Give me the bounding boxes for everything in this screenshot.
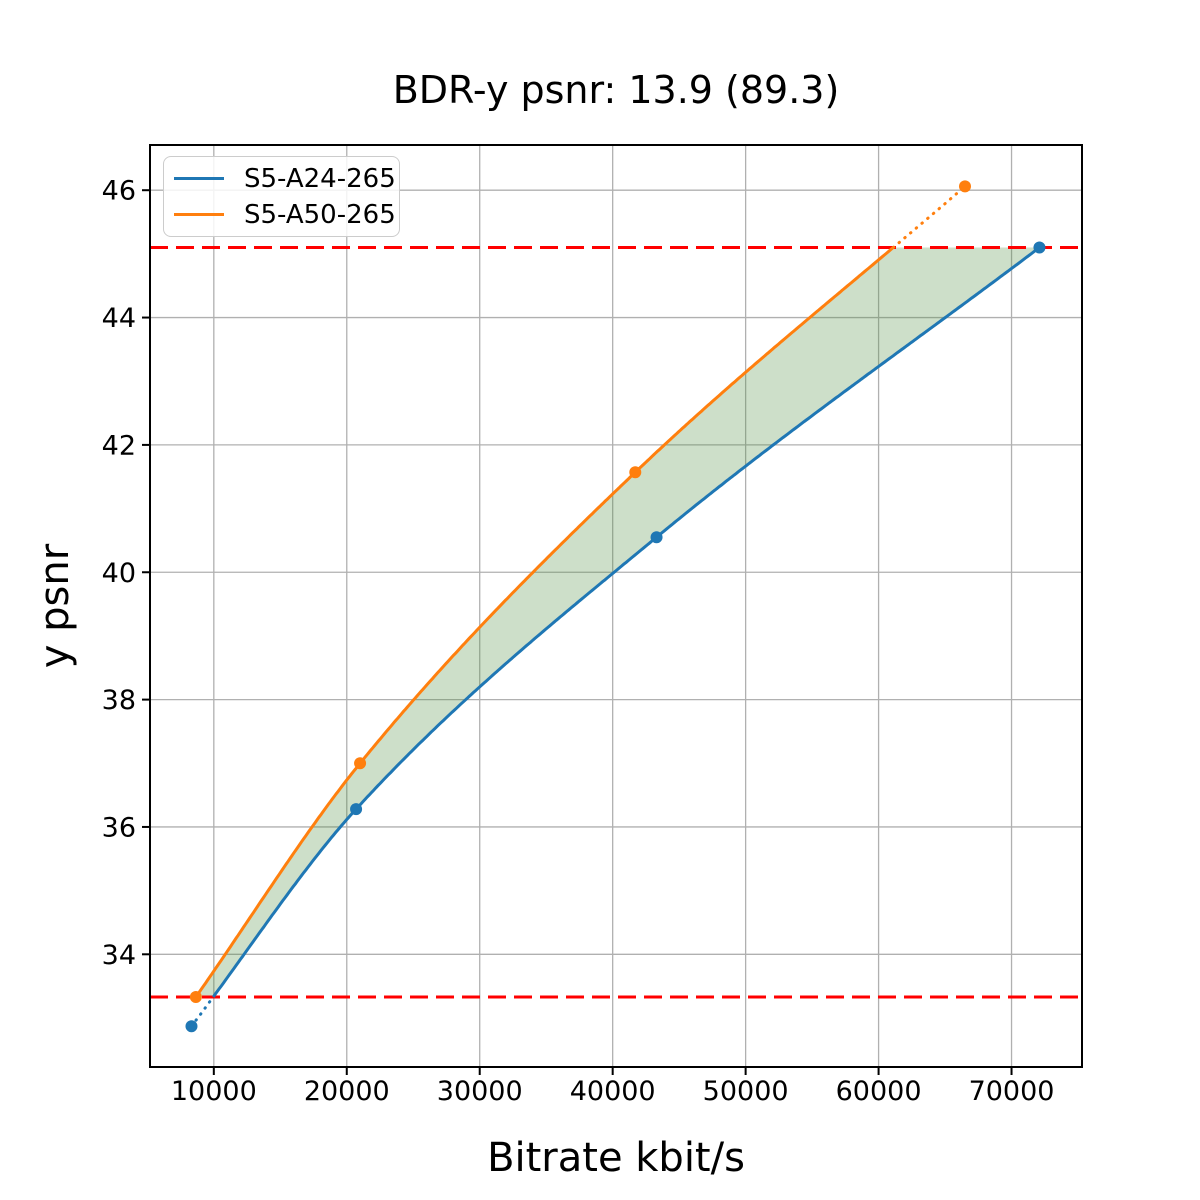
x-tick-label: 10000 — [171, 1076, 257, 1107]
y-tick-label: 42 — [102, 430, 136, 461]
data-point-marker-S5-A24-265 — [185, 1020, 198, 1033]
legend-item-series-1: S5-A50-265 — [164, 197, 399, 233]
x-tick-label: 50000 — [703, 1076, 789, 1107]
data-point-marker-S5-A24-265 — [650, 531, 663, 544]
y-tick-label: 40 — [102, 558, 136, 589]
series-line-dotted-S5-A24-265 — [190, 995, 215, 1028]
legend-line-sample-orange — [174, 213, 224, 216]
y-tick-label: 46 — [102, 176, 136, 207]
y-tick-label: 36 — [102, 812, 136, 843]
data-point-marker-S5-A50-265 — [189, 990, 202, 1003]
legend-label: S5-A24-265 — [244, 163, 396, 194]
x-tick-label: 30000 — [437, 1076, 523, 1107]
legend-label: S5-A50-265 — [244, 199, 396, 230]
y-tick-label: 34 — [102, 940, 136, 971]
legend-line-sample-blue — [174, 177, 224, 180]
data-point-marker-S5-A50-265 — [629, 466, 642, 479]
legend-item-series-0: S5-A24-265 — [164, 161, 399, 197]
series-line-solid-S5-A24-265 — [212, 246, 1041, 998]
y-axis-label: y psnr — [32, 543, 78, 669]
data-point-marker-S5-A50-265 — [959, 180, 972, 193]
x-axis-label: Bitrate kbit/s — [487, 1135, 745, 1181]
x-tick-label: 20000 — [304, 1076, 390, 1107]
x-tick-label: 40000 — [570, 1076, 656, 1107]
legend: S5-A24-265 S5-A50-265 — [163, 156, 400, 237]
shaded-region-between-curves — [195, 247, 1040, 997]
x-tick-label: 60000 — [836, 1076, 922, 1107]
series-line-solid-S5-A50-265 — [194, 246, 895, 998]
chart-title: BDR-y psnr: 13.9 (89.3) — [392, 68, 840, 112]
y-tick-label: 44 — [102, 303, 136, 334]
y-tick-label: 38 — [102, 685, 136, 716]
series-line-dotted-S5-A50-265 — [891, 184, 967, 249]
x-tick-label: 70000 — [969, 1076, 1055, 1107]
data-point-marker-S5-A24-265 — [1033, 241, 1046, 254]
data-point-marker-S5-A24-265 — [350, 803, 363, 816]
data-point-marker-S5-A50-265 — [354, 757, 367, 770]
axes-spines — [149, 144, 1083, 1068]
